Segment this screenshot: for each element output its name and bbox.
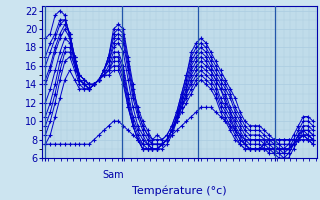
Text: Température (°c): Température (°c) xyxy=(132,185,227,196)
Text: Sam: Sam xyxy=(102,170,124,180)
